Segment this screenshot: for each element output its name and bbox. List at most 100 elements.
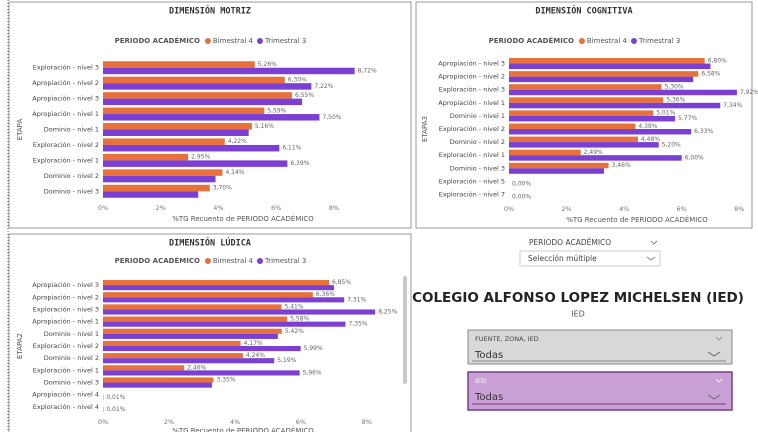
legend-label: Trimestral 3 <box>264 37 306 45</box>
slicer-value: Todas <box>474 392 503 403</box>
legend-title: PERIODO ACADÉMICO <box>115 256 200 265</box>
bar <box>103 107 265 115</box>
scrollbar[interactable] <box>403 276 407 384</box>
value-label: 6,33% <box>694 128 713 135</box>
category-label: Dominio - nivel 1 <box>44 330 99 338</box>
value-label: 2,46% <box>187 364 206 371</box>
bar <box>103 370 300 376</box>
value-label: 5,30% <box>665 83 684 90</box>
bar <box>103 279 330 286</box>
slicer-label: IED <box>475 377 486 385</box>
category-label: Exploración - nivel 4 <box>33 403 99 411</box>
value-label: 6,36% <box>316 291 335 298</box>
value-label: 5,99% <box>304 345 323 352</box>
bar <box>103 346 301 352</box>
bar <box>509 123 636 129</box>
value-label: 3,46% <box>612 162 631 169</box>
value-label: 6,80% <box>708 57 727 64</box>
category-label: Exploración - nivel 2 <box>439 125 505 133</box>
legend-title: PERIODO ACADÉMICO <box>489 36 574 45</box>
value-label: 6,11% <box>282 145 301 152</box>
x-axis-label: %TG Recuento de PERIODO ACADÉMICO <box>172 426 314 432</box>
value-label: 6,85% <box>332 279 351 286</box>
category-label: Exploración - nivel 1 <box>33 366 99 374</box>
bar <box>509 129 692 135</box>
value-label: 5,77% <box>678 115 697 122</box>
school-subtitle: IED <box>571 310 585 319</box>
value-label: 8,72% <box>358 67 377 74</box>
chevron <box>646 256 656 261</box>
bar <box>103 191 199 198</box>
category-label: Exploración - nivel 1 <box>33 156 99 164</box>
value-label: 4,39% <box>638 123 657 130</box>
value-label: 0,00% <box>512 194 531 201</box>
bar <box>103 76 285 84</box>
slicer-value: Todas <box>474 350 503 361</box>
x-axis-label: %TG Recuento de PERIODO ACADÉMICO <box>566 215 708 224</box>
legend-swatch <box>256 258 263 264</box>
value-label: 5,26% <box>258 61 277 68</box>
value-label: 2,49% <box>584 149 603 156</box>
legend-swatch <box>578 38 585 44</box>
legend-label: Trimestral 3 <box>638 37 680 45</box>
category-label: Dominio - nivel 3 <box>44 379 99 387</box>
x-axis-label: %TG Recuento de PERIODO ACADÉMICO <box>172 214 314 223</box>
chart-title: DIMENSIÓN LÚDICA <box>169 237 251 249</box>
x-tick-label: 6% <box>271 204 281 212</box>
bar <box>509 89 737 96</box>
bar <box>103 114 320 121</box>
dropdown[interactable] <box>519 250 661 267</box>
value-label: 6,55% <box>295 92 314 99</box>
value-label: 7,31% <box>347 296 366 303</box>
y-axis-label: ETAPA2 <box>16 333 24 359</box>
category-label: Apropiación - nivel 4 <box>32 391 99 399</box>
bar <box>509 110 654 116</box>
bar <box>103 184 210 192</box>
value-label: 5,42% <box>285 328 304 335</box>
school-title: COLEGIO ALFONSO LOPEZ MICHELSEN (IED) <box>412 290 744 306</box>
slicer[interactable] <box>467 329 733 365</box>
bar <box>103 92 293 99</box>
chevron <box>715 378 723 383</box>
category-label: Dominio - nivel 2 <box>44 354 99 362</box>
bar <box>103 340 241 346</box>
value-label: 5,59% <box>267 107 286 114</box>
bar <box>103 98 303 106</box>
chart-title: DIMENSIÓN MOTRIZ <box>169 5 251 17</box>
bar <box>103 61 255 68</box>
bar <box>509 97 664 103</box>
chevron <box>707 394 721 400</box>
bar <box>103 67 355 75</box>
value-label: 0,01% <box>106 406 125 413</box>
bar <box>103 123 252 130</box>
bar <box>103 358 275 364</box>
value-label: 4,22% <box>228 138 247 145</box>
bar <box>103 175 216 183</box>
bar <box>509 155 682 161</box>
bar <box>103 382 212 388</box>
chart-title: DIMENSIÓN COGNITIVA <box>535 5 632 17</box>
value-label: 4,17% <box>244 340 263 347</box>
category-label: Dominio - nivel 3 <box>44 187 99 195</box>
bar <box>103 316 288 322</box>
bar <box>509 149 581 156</box>
legend-swatch <box>256 38 263 44</box>
slicer-label: PERIODO ACADÉMICO <box>529 238 611 247</box>
value-label: 4,48% <box>641 136 660 143</box>
category-label: Exploración - nivel 2 <box>33 342 99 350</box>
bar <box>509 58 705 64</box>
bar <box>103 144 280 152</box>
category-label: Dominio - nivel 1 <box>44 126 99 134</box>
value-label: 0,00% <box>512 181 531 188</box>
value-label: 5,36% <box>666 97 685 104</box>
category-label: Apropiación - nivel 2 <box>32 293 99 301</box>
bar <box>103 297 345 303</box>
category-label: Exploración - nivel 7 <box>439 190 505 198</box>
value-label: 7,35% <box>349 321 368 328</box>
category-label: Apropiación - nivel 2 <box>32 79 99 87</box>
y-axis-label: ETAPA3 <box>421 116 429 142</box>
category-label: Exploración - nivel 2 <box>33 141 99 149</box>
x-tick-label: 0% <box>98 418 108 426</box>
chevron <box>707 351 721 357</box>
bar <box>509 71 699 77</box>
